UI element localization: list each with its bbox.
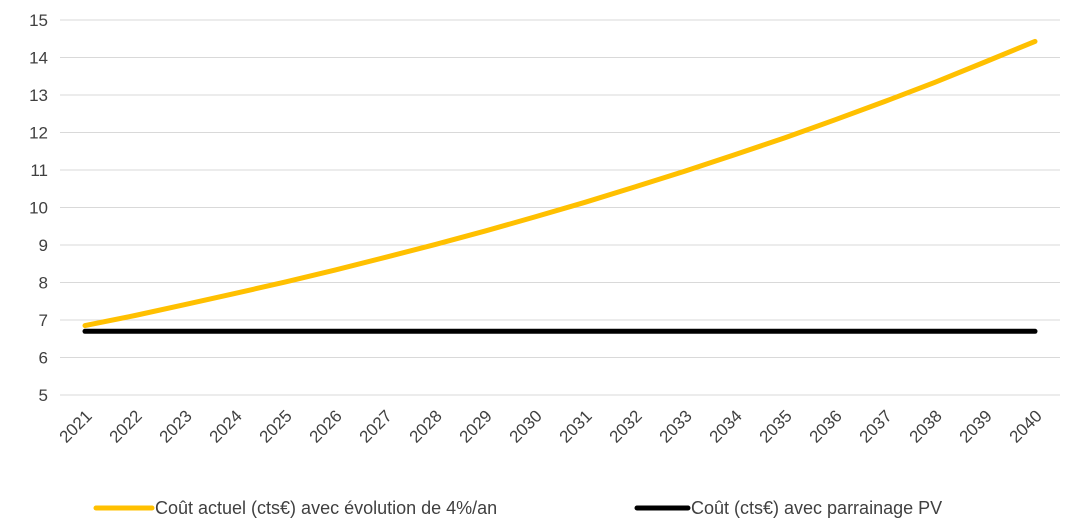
- y-tick-label: 15: [29, 11, 48, 30]
- y-tick-label: 8: [39, 274, 48, 293]
- series-lines: [82, 38, 1038, 334]
- x-tick-label: 2028: [406, 406, 446, 446]
- series-line-1: [82, 38, 1038, 329]
- legend-label-series-2: Coût (cts€) avec parrainage PV: [691, 498, 942, 518]
- x-tick-label: 2035: [756, 406, 796, 446]
- x-tick-label: 2024: [206, 406, 246, 446]
- x-tick-label: 2033: [656, 406, 696, 446]
- x-tick-label: 2032: [606, 406, 646, 446]
- x-tick-label: 2040: [1006, 406, 1046, 446]
- x-tick-label: 2039: [956, 406, 996, 446]
- x-tick-label: 2037: [856, 406, 896, 446]
- y-tick-label: 5: [39, 386, 48, 405]
- y-tick-label: 13: [29, 86, 48, 105]
- x-tick-label: 2034: [706, 406, 746, 446]
- x-axis-tick-labels: 2021 2022 2023 2024 2025 2026 2027 2028 2029 2030…: [56, 406, 1046, 446]
- x-tick-label: 2029: [456, 406, 496, 446]
- x-tick-label: 2031: [556, 406, 596, 446]
- x-tick-label: 2026: [306, 406, 346, 446]
- y-tick-label: 10: [29, 199, 48, 218]
- y-axis-tick-labels: 5 6 7 8 9 10 11 12 13 14 15: [29, 11, 48, 405]
- x-tick-label: 2036: [806, 406, 846, 446]
- y-tick-label: 6: [39, 349, 48, 368]
- y-tick-label: 7: [39, 311, 48, 330]
- y-tick-label: 11: [30, 161, 48, 180]
- x-tick-label: 2021: [56, 406, 96, 446]
- x-tick-label: 2025: [256, 406, 296, 446]
- x-tick-label: 2038: [906, 406, 946, 446]
- legend: Coût actuel (cts€) avec évolution de 4%/…: [93, 498, 942, 518]
- y-tick-label: 9: [39, 236, 48, 255]
- x-tick-label: 2030: [506, 406, 546, 446]
- x-tick-label: 2027: [356, 406, 396, 446]
- y-tick-label: 12: [29, 124, 48, 143]
- x-tick-label: 2023: [156, 406, 196, 446]
- legend-label-series-1: Coût actuel (cts€) avec évolution de 4%/…: [155, 498, 497, 518]
- x-tick-label: 2022: [106, 406, 146, 446]
- y-tick-label: 14: [29, 49, 48, 68]
